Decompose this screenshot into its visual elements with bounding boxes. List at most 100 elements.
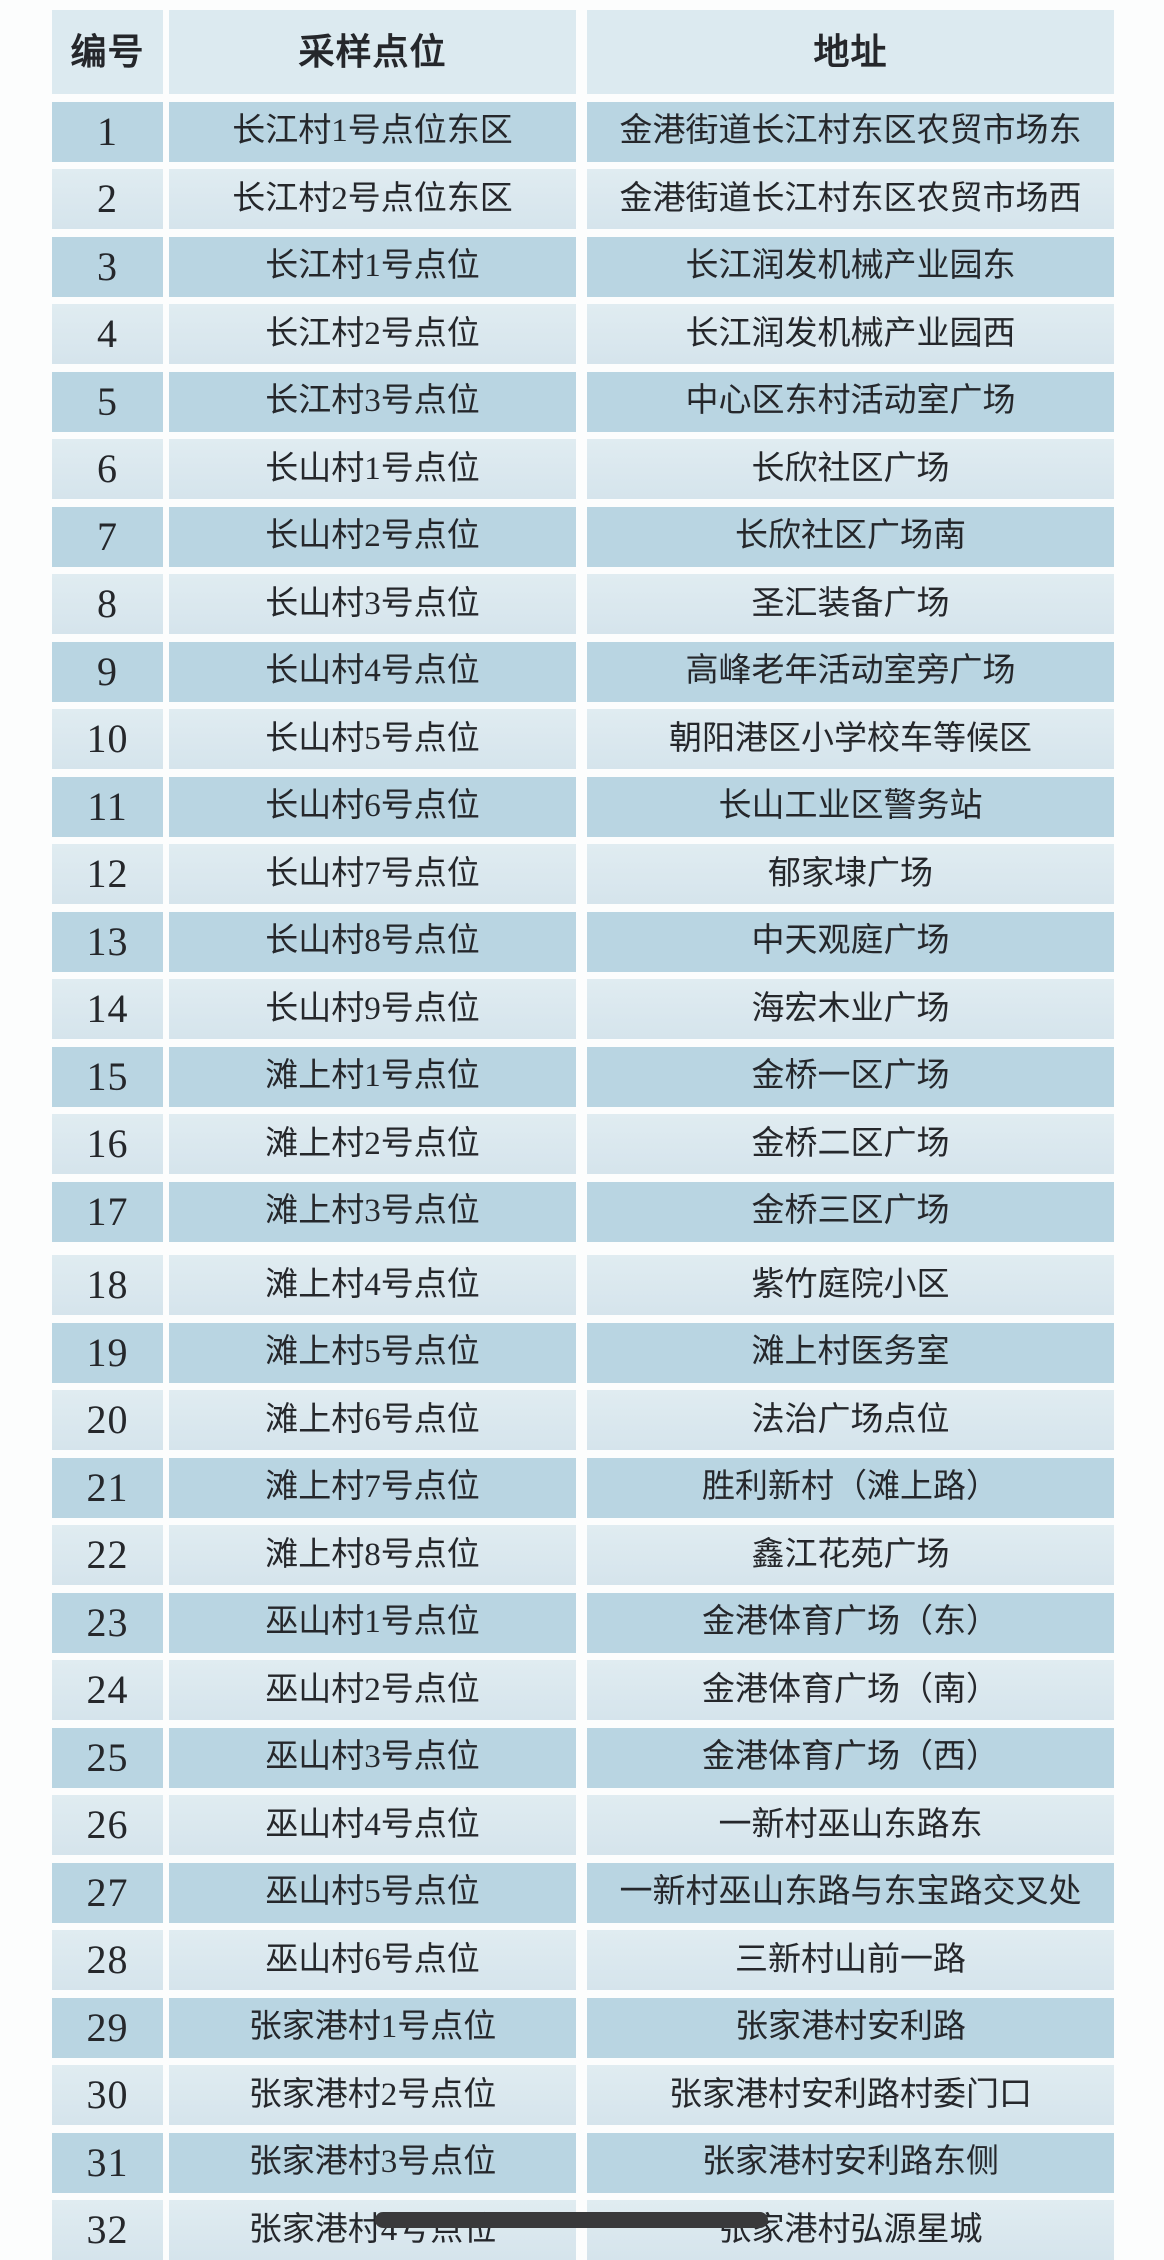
sampling-point-cell: 长江村1号点位: [169, 237, 576, 297]
header-cell-sampling-point: 采样点位: [169, 10, 576, 94]
row-number-cell: 8: [52, 574, 163, 634]
row-number-cell: 30: [52, 2065, 163, 2125]
row-number-cell: 5: [52, 372, 163, 432]
row-number-cell: 19: [52, 1323, 163, 1383]
address-cell: 张家港村安利路村委门口: [587, 2065, 1114, 2125]
row-number-cell: 29: [52, 1998, 163, 2058]
row-number-cell: 26: [52, 1795, 163, 1855]
row-number-cell: 14: [52, 979, 163, 1039]
sampling-point-cell: 滩上村1号点位: [169, 1047, 576, 1107]
sampling-point-cell: 长江村2号点位东区: [169, 169, 576, 229]
row-number-cell: 25: [52, 1728, 163, 1788]
sampling-point-cell: 长山村8号点位: [169, 912, 576, 972]
sampling-point-cell: 长山村7号点位: [169, 844, 576, 904]
address-cell: 金桥二区广场: [587, 1114, 1114, 1174]
address-cell: 中天观庭广场: [587, 912, 1114, 972]
row-number-cell: 6: [52, 439, 163, 499]
address-cell: 郁家埭广场: [587, 844, 1114, 904]
sampling-point-cell: 巫山村4号点位: [169, 1795, 576, 1855]
row-number-cell: 18: [52, 1255, 163, 1315]
address-cell: 金桥三区广场: [587, 1182, 1114, 1242]
sampling-point-cell: 滩上村4号点位: [169, 1255, 576, 1315]
row-number-cell: 12: [52, 844, 163, 904]
row-number-cell: 10: [52, 709, 163, 769]
address-cell: 中心区东村活动室广场: [587, 372, 1114, 432]
address-cell: 法治广场点位: [587, 1390, 1114, 1450]
sampling-point-cell: 滩上村8号点位: [169, 1525, 576, 1585]
address-cell: 金港街道长江村东区农贸市场西: [587, 169, 1114, 229]
sampling-point-cell: 张家港村2号点位: [169, 2065, 576, 2125]
sampling-point-cell: 张家港村1号点位: [169, 1998, 576, 2058]
row-number-cell: 20: [52, 1390, 163, 1450]
sampling-point-cell: 长江村3号点位: [169, 372, 576, 432]
address-cell: 长欣社区广场南: [587, 507, 1114, 567]
address-cell: 金港体育广场（西）: [587, 1728, 1114, 1788]
sampling-point-cell: 张家港村4号点位: [169, 2200, 576, 2260]
row-number-cell: 7: [52, 507, 163, 567]
row-number-cell: 21: [52, 1458, 163, 1518]
row-number-cell: 22: [52, 1525, 163, 1585]
header-cell-number: 编号: [52, 10, 163, 94]
row-number-cell: 24: [52, 1660, 163, 1720]
address-cell: 朝阳港区小学校车等候区: [587, 709, 1114, 769]
row-number-cell: 9: [52, 642, 163, 702]
address-cell: 金港体育广场（南）: [587, 1660, 1114, 1720]
row-number-cell: 2: [52, 169, 163, 229]
sampling-point-cell: 长江村1号点位东区: [169, 102, 576, 162]
address-cell: 三新村山前一路: [587, 1930, 1114, 1990]
row-number-cell: 31: [52, 2133, 163, 2193]
home-indicator-bar[interactable]: [375, 2212, 768, 2228]
address-cell: 长江润发机械产业园西: [587, 304, 1114, 364]
sampling-point-cell: 滩上村6号点位: [169, 1390, 576, 1450]
sampling-point-cell: 长山村2号点位: [169, 507, 576, 567]
sampling-point-cell: 长山村5号点位: [169, 709, 576, 769]
address-cell: 一新村巫山东路与东宝路交叉处: [587, 1863, 1114, 1923]
sampling-point-cell: 长山村3号点位: [169, 574, 576, 634]
row-number-cell: 28: [52, 1930, 163, 1990]
sampling-point-cell: 巫山村1号点位: [169, 1593, 576, 1653]
sampling-point-cell: 长山村9号点位: [169, 979, 576, 1039]
row-number-cell: 17: [52, 1182, 163, 1242]
row-number-cell: 4: [52, 304, 163, 364]
address-cell: 一新村巫山东路东: [587, 1795, 1114, 1855]
sampling-point-cell: 巫山村3号点位: [169, 1728, 576, 1788]
address-cell: 高峰老年活动室旁广场: [587, 642, 1114, 702]
sampling-point-cell: 滩上村2号点位: [169, 1114, 576, 1174]
row-number-cell: 1: [52, 102, 163, 162]
row-number-cell: 32: [52, 2200, 163, 2260]
sampling-point-cell: 巫山村5号点位: [169, 1863, 576, 1923]
address-cell: 鑫江花苑广场: [587, 1525, 1114, 1585]
table-header-row: 编号 采样点位 地址: [52, 10, 1115, 94]
